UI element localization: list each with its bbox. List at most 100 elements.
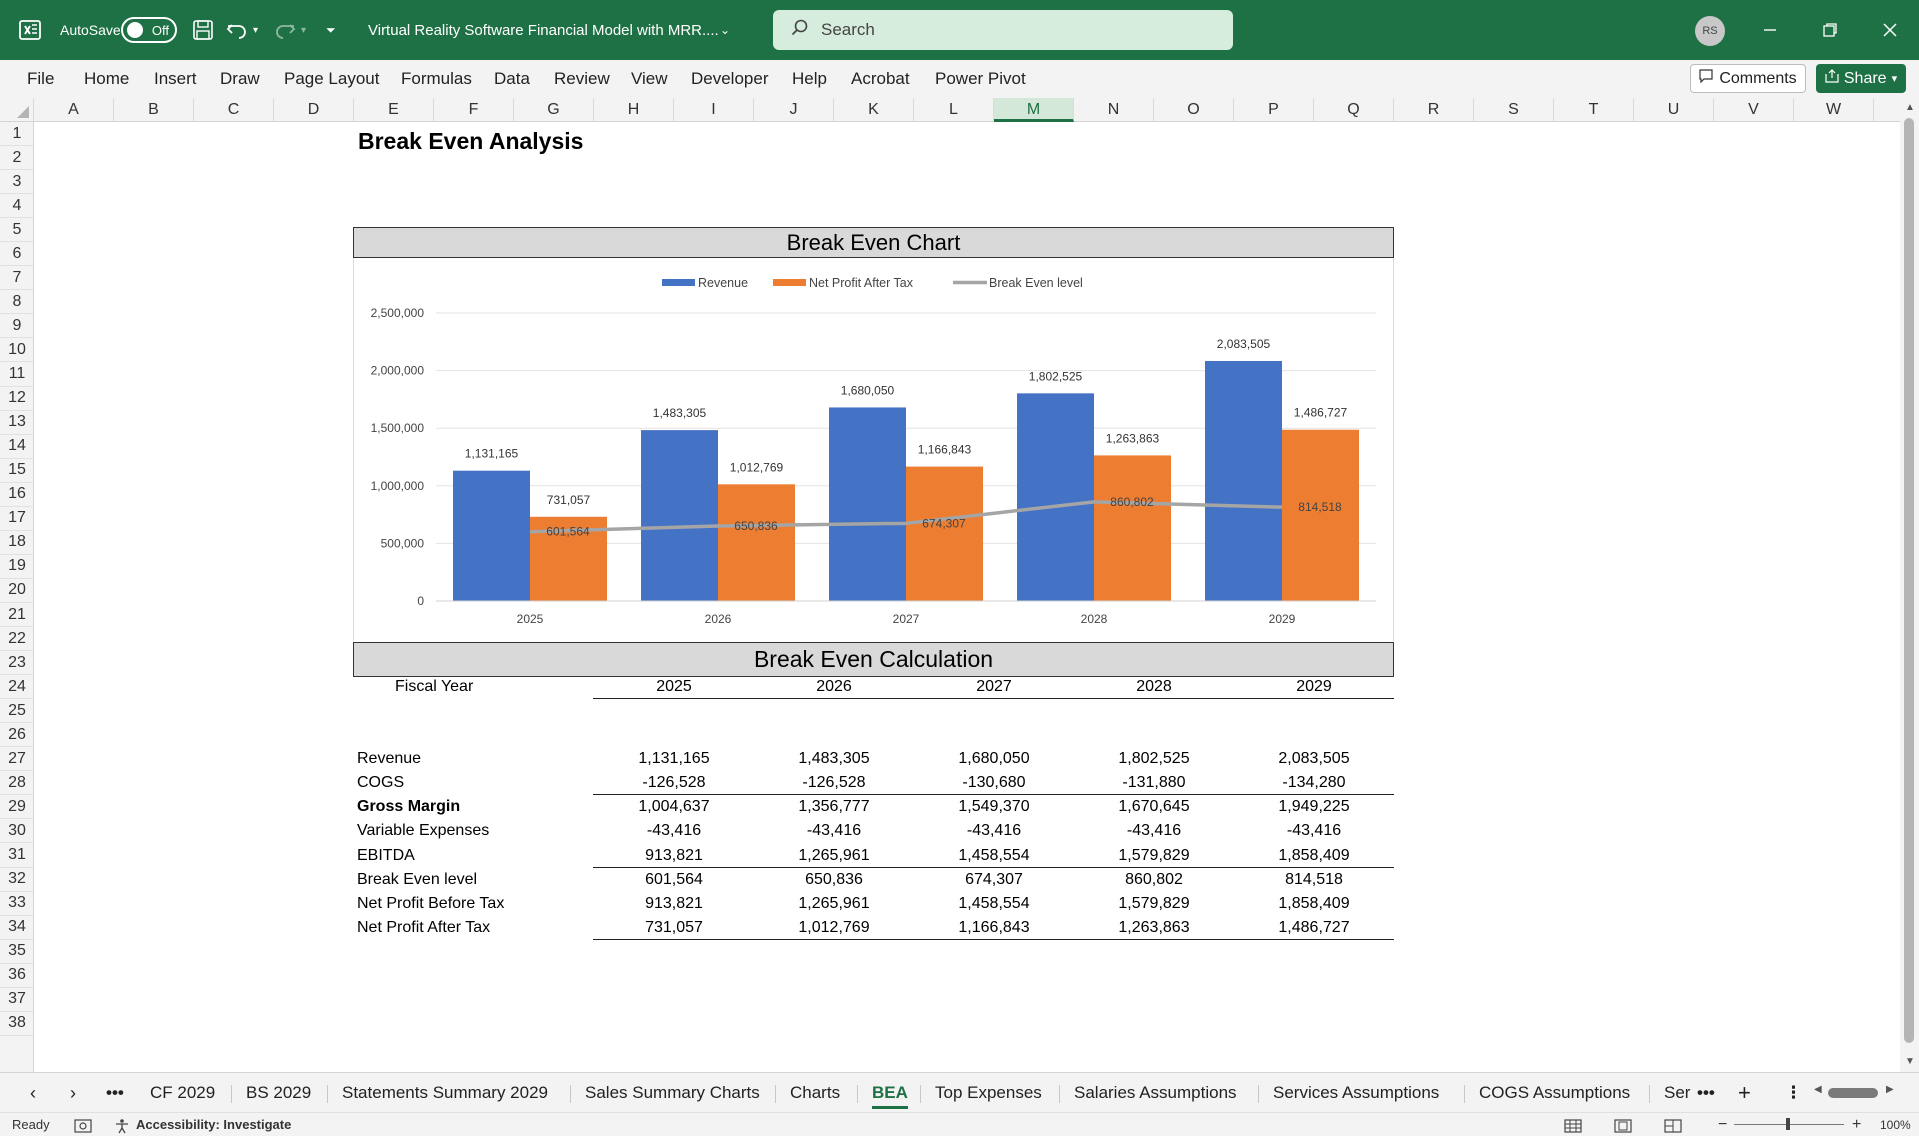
menu-acrobat[interactable]: Acrobat <box>851 69 910 88</box>
tab-options-icon[interactable]: ⋮ <box>1785 1083 1802 1102</box>
sheet-tab-sales-summary-charts[interactable]: Sales Summary Charts <box>585 1083 760 1102</box>
column-header-u[interactable]: U <box>1634 98 1714 122</box>
sheet-tab-statements-summary-2029[interactable]: Statements Summary 2029 <box>342 1083 548 1102</box>
tab-scroll-right-icon[interactable]: › <box>70 1083 76 1103</box>
row-header-16[interactable]: 16 <box>0 483 33 507</box>
column-header-b[interactable]: B <box>114 98 194 122</box>
horizontal-scrollbar[interactable]: ◀ ▶ <box>1814 1084 1899 1099</box>
autosave-toggle[interactable]: Off <box>121 17 177 43</box>
break-even-line[interactable] <box>529 500 1283 534</box>
menu-draw[interactable]: Draw <box>220 69 260 88</box>
menu-file[interactable]: File <box>27 69 55 88</box>
table-cell[interactable]: 1,858,409 <box>1278 846 1350 864</box>
sheet-tab-salaries-assumptions[interactable]: Salaries Assumptions <box>1074 1083 1237 1102</box>
row-header-30[interactable]: 30 <box>0 819 33 844</box>
row-header-32[interactable]: 32 <box>0 868 33 892</box>
column-header-i[interactable]: I <box>674 98 754 122</box>
table-cell[interactable]: -43,416 <box>1126 822 1182 840</box>
redo-dropdown-icon[interactable]: ▾ <box>301 24 307 36</box>
column-header-e[interactable]: E <box>354 98 434 122</box>
row-header-14[interactable]: 14 <box>0 435 33 459</box>
column-header-f[interactable]: F <box>434 98 514 122</box>
zoom-level[interactable]: 100% <box>1880 1118 1911 1132</box>
row-header-1[interactable]: 1 <box>0 122 33 147</box>
column-header-j[interactable]: J <box>754 98 834 122</box>
table-cell[interactable]: 1,265,961 <box>798 894 870 912</box>
table-cell[interactable]: 731,057 <box>645 918 703 936</box>
table-cell[interactable]: 1,579,829 <box>1118 846 1190 864</box>
row-header-33[interactable]: 33 <box>0 892 33 916</box>
row-header-11[interactable]: 11 <box>0 363 33 387</box>
minimize-icon[interactable] <box>1762 0 1778 60</box>
bar-revenue-2025[interactable] <box>453 470 530 601</box>
column-header-s[interactable]: S <box>1474 98 1554 122</box>
table-cell[interactable]: -131,880 <box>1122 774 1186 792</box>
zoom-in-icon[interactable]: + <box>1852 1116 1862 1133</box>
table-cell[interactable]: 650,836 <box>805 870 863 888</box>
column-header-g[interactable]: G <box>514 98 594 122</box>
table-cell[interactable]: -43,416 <box>966 822 1022 840</box>
select-all-corner[interactable] <box>0 98 34 122</box>
table-cell[interactable]: 1,579,829 <box>1118 894 1190 912</box>
table-cell[interactable]: 1,549,370 <box>958 798 1030 816</box>
table-cell[interactable]: 1,949,225 <box>1278 798 1350 816</box>
excel-logo-icon[interactable] <box>18 0 42 60</box>
undo-icon[interactable] <box>226 0 248 60</box>
close-icon[interactable] <box>1882 0 1898 60</box>
save-icon[interactable] <box>192 0 214 60</box>
column-header-p[interactable]: P <box>1234 98 1314 122</box>
table-cell[interactable]: -43,416 <box>646 822 702 840</box>
zoom-slider-thumb[interactable] <box>1786 1118 1790 1130</box>
row-header-24[interactable]: 24 <box>0 675 33 700</box>
bar-net-profit-after-tax-2028[interactable] <box>1094 455 1171 601</box>
bar-revenue-2028[interactable] <box>1017 393 1094 601</box>
scroll-down-icon[interactable]: ▼ <box>1905 1056 1915 1067</box>
sheet-tab-charts[interactable]: Charts <box>790 1083 841 1102</box>
row-header-9[interactable]: 9 <box>0 314 33 339</box>
menu-developer[interactable]: Developer <box>691 69 769 88</box>
row-header-4[interactable]: 4 <box>0 194 33 219</box>
row-header-17[interactable]: 17 <box>0 507 33 531</box>
table-cell[interactable]: 1,263,863 <box>1118 918 1190 936</box>
table-cell[interactable]: 674,307 <box>965 870 1023 888</box>
row-header-7[interactable]: 7 <box>0 266 33 291</box>
menu-review[interactable]: Review <box>554 69 610 88</box>
row-header-38[interactable]: 38 <box>0 1012 33 1036</box>
file-title[interactable]: Virtual Reality Software Financial Model… <box>368 21 719 39</box>
zoom-slider[interactable] <box>1734 1118 1844 1130</box>
tab-scroll-left-icon[interactable]: ‹ <box>30 1083 36 1103</box>
row-header-35[interactable]: 35 <box>0 940 33 964</box>
hscroll-right-icon[interactable]: ▶ <box>1886 1084 1894 1095</box>
table-cell[interactable]: 1,802,525 <box>1118 750 1190 768</box>
table-cell[interactable]: 2,083,505 <box>1278 750 1350 768</box>
row-header-34[interactable]: 34 <box>0 916 33 940</box>
column-header-o[interactable]: O <box>1154 98 1234 122</box>
row-header-20[interactable]: 20 <box>0 579 33 603</box>
sheet-tab-bs-2029[interactable]: BS 2029 <box>246 1083 312 1102</box>
page-layout-view-icon[interactable] <box>1614 1113 1632 1136</box>
row-header-37[interactable]: 37 <box>0 988 33 1012</box>
table-cell[interactable]: 913,821 <box>645 894 703 912</box>
more-tabs-left-icon[interactable]: ••• <box>106 1083 124 1102</box>
bar-revenue-2029[interactable] <box>1205 360 1282 601</box>
sheet-tab-services-assumptions[interactable]: Services Assumptions <box>1273 1083 1440 1102</box>
horizontal-scroll-thumb[interactable] <box>1828 1088 1878 1098</box>
row-header-21[interactable]: 21 <box>0 603 33 628</box>
row-header-36[interactable]: 36 <box>0 964 33 988</box>
column-header-r[interactable]: R <box>1394 98 1474 122</box>
normal-view-icon[interactable] <box>1564 1113 1582 1136</box>
break-even-chart[interactable]: 0 500,000 1,000,000 1,500,000 2,000,000 2,500… <box>353 258 1394 641</box>
sheet-tab-cf-2029[interactable]: CF 2029 <box>150 1083 216 1102</box>
more-tabs-right-icon[interactable]: ••• <box>1697 1083 1715 1102</box>
row-header-31[interactable]: 31 <box>0 844 33 868</box>
column-header-l[interactable]: L <box>914 98 994 122</box>
table-cell[interactable]: 1,012,769 <box>798 918 870 936</box>
table-cell[interactable]: -130,680 <box>962 774 1026 792</box>
page-break-view-icon[interactable] <box>1664 1113 1682 1136</box>
table-cell[interactable]: -43,416 <box>1286 822 1342 840</box>
row-header-25[interactable]: 25 <box>0 699 33 724</box>
table-cell[interactable]: -134,280 <box>1282 774 1346 792</box>
macro-record-icon[interactable] <box>74 1113 92 1136</box>
column-header-c[interactable]: C <box>194 98 274 122</box>
table-cell[interactable]: 1,166,843 <box>958 918 1030 936</box>
